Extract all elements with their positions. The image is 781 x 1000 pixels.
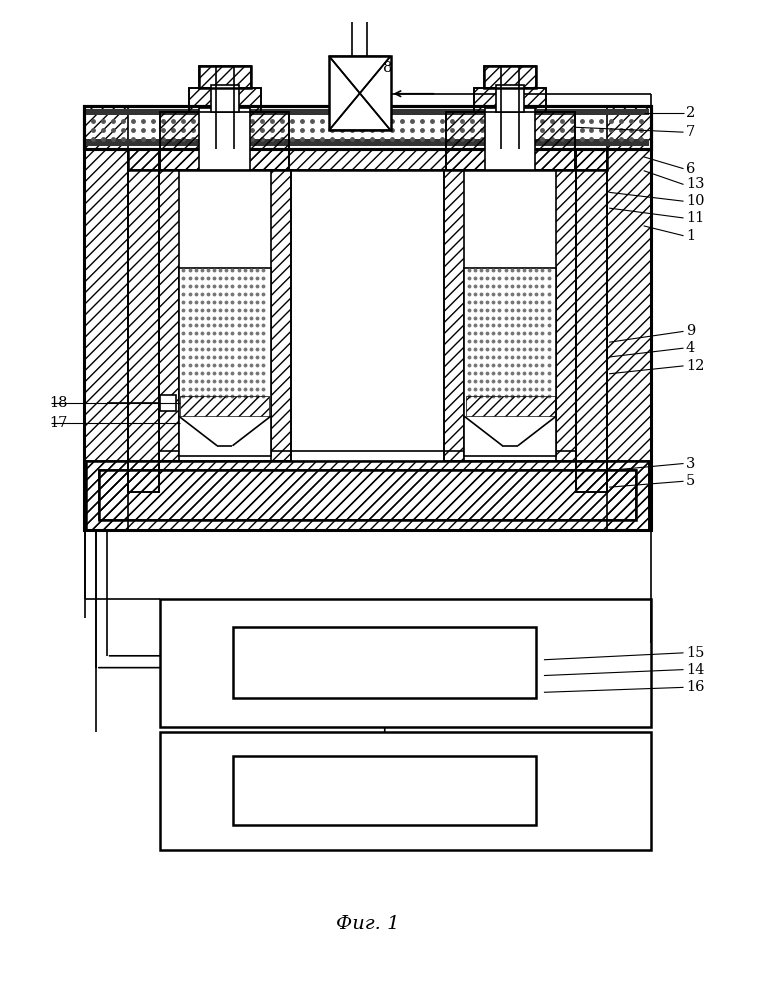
Bar: [329, 56, 390, 130]
Bar: [86, 139, 649, 146]
Bar: [576, 149, 607, 492]
Text: 18: 18: [49, 396, 68, 410]
Bar: [128, 149, 159, 492]
Text: 10: 10: [686, 194, 704, 208]
Bar: [84, 106, 128, 530]
Bar: [607, 106, 651, 530]
Bar: [84, 106, 651, 530]
Bar: [198, 66, 251, 88]
Bar: [99, 470, 636, 520]
Bar: [160, 732, 651, 850]
Bar: [188, 88, 261, 112]
Bar: [199, 108, 250, 170]
Bar: [159, 170, 291, 461]
Bar: [444, 170, 576, 461]
Bar: [496, 85, 524, 112]
Bar: [128, 149, 607, 170]
Text: 14: 14: [686, 663, 704, 677]
Bar: [128, 149, 607, 170]
Bar: [160, 112, 289, 170]
Bar: [576, 149, 607, 492]
Text: 16: 16: [686, 680, 704, 694]
Text: 12: 12: [686, 359, 704, 373]
Text: 11: 11: [686, 211, 704, 225]
Bar: [159, 170, 179, 461]
Text: 4: 4: [686, 341, 695, 355]
Bar: [180, 396, 269, 416]
Bar: [444, 170, 464, 461]
Bar: [474, 88, 547, 112]
Text: 13: 13: [686, 177, 704, 191]
Bar: [160, 599, 651, 727]
Bar: [198, 66, 251, 88]
Bar: [271, 170, 291, 461]
Text: 8: 8: [383, 61, 392, 75]
Bar: [234, 756, 537, 825]
Bar: [128, 149, 159, 492]
Bar: [484, 66, 537, 88]
Bar: [446, 112, 575, 170]
Bar: [474, 88, 547, 112]
Bar: [84, 106, 651, 149]
Text: 3: 3: [686, 457, 695, 471]
Bar: [446, 112, 575, 170]
Bar: [484, 66, 537, 88]
Text: 7: 7: [686, 125, 695, 139]
Bar: [86, 461, 649, 530]
Bar: [188, 88, 261, 112]
Text: 5: 5: [686, 474, 695, 488]
Bar: [464, 268, 556, 456]
Bar: [211, 85, 239, 112]
Text: 9: 9: [686, 324, 695, 338]
Bar: [485, 108, 536, 170]
Bar: [465, 396, 555, 416]
Bar: [99, 470, 636, 520]
Text: 2: 2: [686, 106, 695, 120]
Bar: [84, 106, 651, 149]
Text: 15: 15: [686, 646, 704, 660]
Text: 6: 6: [686, 162, 695, 176]
Bar: [160, 395, 176, 411]
Bar: [86, 109, 649, 115]
Text: Фиг. 1: Фиг. 1: [336, 915, 399, 933]
Bar: [159, 451, 576, 461]
Bar: [160, 112, 289, 170]
Text: 17: 17: [49, 416, 67, 430]
Bar: [86, 461, 649, 530]
Bar: [234, 627, 537, 698]
Bar: [556, 170, 576, 461]
Text: 1: 1: [686, 229, 695, 243]
Bar: [179, 268, 271, 456]
